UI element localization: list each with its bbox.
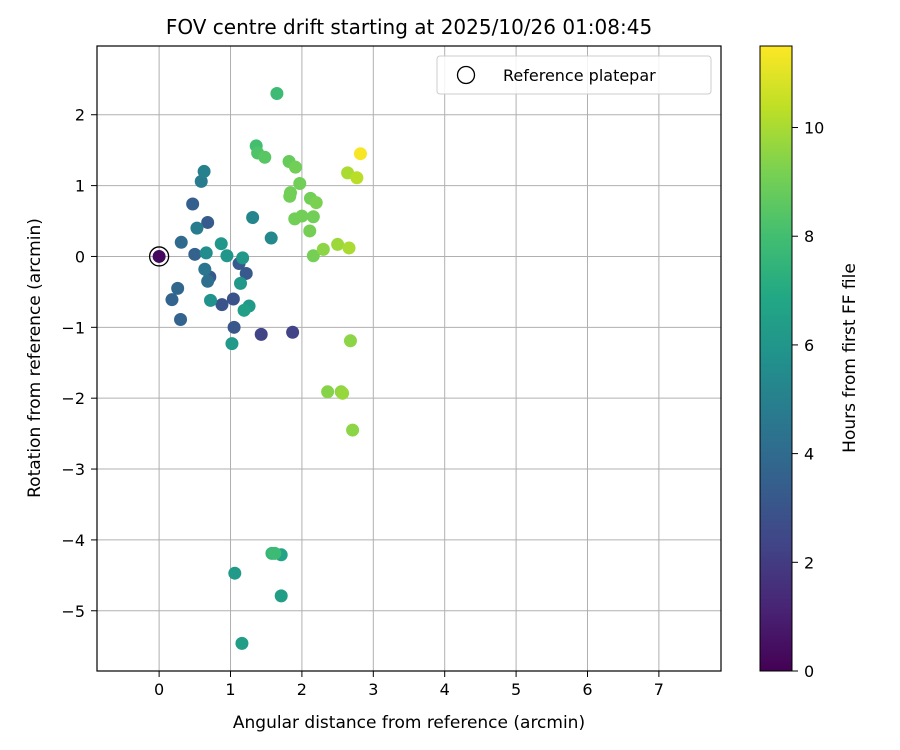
y-tick-label: −5 [61, 602, 85, 621]
scatter-point [199, 246, 213, 260]
scatter-point [306, 210, 320, 224]
x-tick-label: 0 [154, 680, 164, 699]
reference-marker [148, 246, 170, 267]
scatter-point [190, 221, 204, 235]
scatter-point [236, 251, 250, 265]
scatter-point [286, 325, 300, 339]
colorbar-ticks: 0 2 4 6 8 10 [792, 119, 824, 681]
scatter-point [306, 249, 320, 263]
scatter-point [288, 160, 302, 174]
scatter-point [228, 566, 242, 580]
scatter-point [343, 334, 357, 348]
scatter-point [227, 320, 241, 334]
scatter-point [336, 386, 350, 400]
colorbar-tick-label: 10 [804, 119, 824, 138]
scatter-point [194, 174, 208, 188]
scatter-point [174, 235, 188, 249]
scatter-point [220, 249, 234, 263]
plot-frame [96, 45, 722, 672]
scatter-point [215, 298, 229, 312]
legend-open-circle-icon [456, 65, 476, 85]
scatter-point [197, 164, 211, 178]
scatter-point [188, 247, 202, 261]
y-tick-label: −2 [61, 389, 85, 408]
scatter-point [274, 589, 288, 603]
colorbar-label: Hours from first FF file [840, 263, 860, 453]
scatter-point [331, 237, 345, 251]
legend-box [436, 55, 712, 95]
colorbar-gradient [759, 45, 793, 672]
scatter-point [316, 242, 330, 256]
scatter-point [225, 337, 239, 351]
x-axis-ticks: 0 1 2 3 4 5 6 7 [154, 671, 664, 699]
x-tick-label: 2 [297, 680, 307, 699]
y-tick-label: −4 [61, 531, 85, 550]
scatter-point [342, 241, 356, 255]
scatter-point [239, 266, 253, 280]
y-tick-label: −3 [61, 460, 85, 479]
x-tick-label: 6 [582, 680, 592, 699]
colorbar-tick-label: 6 [804, 336, 814, 355]
scatter-point [346, 423, 360, 437]
scatter-point [295, 209, 309, 223]
scatter-point [321, 385, 335, 399]
scatter-point [226, 292, 240, 306]
colorbar: 0 2 4 6 8 10 Hours from first FF file [759, 45, 860, 681]
scatter-point [234, 276, 248, 290]
scatter-point [246, 210, 260, 224]
y-tick-label: 2 [75, 106, 85, 125]
x-axis-label: Angular distance from reference (arcmin) [233, 713, 585, 733]
y-tick-label: −1 [61, 318, 85, 337]
y-tick-label: 0 [75, 247, 85, 266]
scatter-point [186, 197, 200, 211]
colorbar-tick-label: 2 [804, 553, 814, 572]
scatter-point [201, 274, 215, 288]
scatter-point [264, 231, 278, 245]
chart-title: FOV centre drift starting at 2025/10/26 … [166, 15, 652, 39]
colorbar-tick-label: 0 [804, 662, 814, 681]
scatter-point [198, 262, 212, 276]
scatter-point [214, 237, 228, 251]
x-tick-label: 3 [368, 680, 378, 699]
scatter-point [204, 293, 218, 307]
x-tick-label: 4 [440, 680, 450, 699]
x-tick-label: 1 [225, 680, 235, 699]
scatter-point [174, 313, 188, 327]
y-axis-label: Rotation from reference (arcmin) [25, 218, 45, 498]
reference-platepar-marker [148, 246, 170, 267]
scatter-point [283, 189, 297, 203]
grid-lines [97, 46, 721, 671]
scatter-point [258, 150, 272, 164]
scatter-point [152, 249, 166, 263]
scatter-point [303, 224, 317, 238]
scatter-point [353, 147, 367, 161]
scatter-point [171, 281, 185, 295]
data-points [152, 86, 367, 650]
scatter-point [293, 176, 307, 190]
scatter-point [201, 215, 215, 229]
scatter-point [165, 293, 179, 307]
x-tick-label: 7 [654, 680, 664, 699]
scatter-point [235, 636, 249, 650]
scatter-point [350, 171, 364, 185]
scatter-point [237, 303, 251, 317]
scatter-point [309, 196, 323, 210]
scatter-point [254, 327, 268, 341]
colorbar-tick-label: 8 [804, 227, 814, 246]
colorbar-tick-label: 4 [804, 445, 814, 464]
y-axis-ticks: 2 1 0 −1 −2 −3 −4 −5 [61, 106, 97, 621]
y-tick-label: 1 [75, 177, 85, 196]
scatter-point [270, 86, 284, 100]
scatter-point [268, 546, 282, 560]
legend: Reference platepar [436, 55, 712, 95]
legend-label: Reference platepar [503, 66, 656, 85]
x-tick-label: 5 [511, 680, 521, 699]
